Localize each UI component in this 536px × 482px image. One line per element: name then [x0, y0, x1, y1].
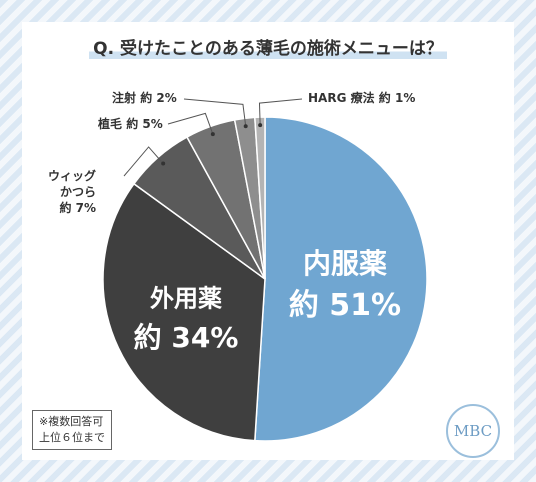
pie-slice	[102, 182, 266, 442]
leader-line	[183, 98, 247, 127]
pie-slice	[254, 116, 428, 442]
leader-dot	[161, 161, 166, 166]
slice-label: 外用薬	[150, 284, 222, 313]
slice-label: 内服薬	[302, 247, 388, 280]
category-label: HARG 療法	[308, 91, 375, 105]
note: ※複数回答可 上位６位まで	[32, 410, 112, 450]
leader-line	[167, 112, 214, 135]
leader-dot	[243, 124, 248, 129]
category-label: 注射	[112, 91, 137, 105]
leader-dot	[210, 132, 215, 137]
leader-line	[258, 98, 303, 126]
title: Q. 受けたことのある薄毛の施術メニューは？	[0, 34, 536, 59]
value-label: 約 5%	[126, 117, 163, 131]
slice-label-box: 植毛 約 5%	[98, 116, 163, 132]
value-label: 約 51%	[288, 288, 402, 323]
category-label: ウィッグ かつら	[48, 169, 97, 199]
slice-label-box: 注射 約 2%	[112, 90, 177, 106]
slice-label-box: ウィッグ かつら 約 7%	[48, 168, 96, 216]
category-label: 植毛	[98, 117, 123, 131]
leader-dot	[258, 123, 263, 128]
logo: MBC	[446, 404, 500, 458]
value-label: 約 2%	[140, 91, 177, 105]
value-label: 約 1%	[378, 91, 416, 105]
title-text: Q. 受けたことのある薄毛の施術メニューは？	[89, 39, 447, 59]
leader-line	[123, 146, 164, 177]
value-label: 約 7%	[59, 201, 97, 215]
value-label: 約 34%	[133, 321, 239, 354]
slice-label-box: HARG 療法 約 1%	[308, 90, 415, 106]
